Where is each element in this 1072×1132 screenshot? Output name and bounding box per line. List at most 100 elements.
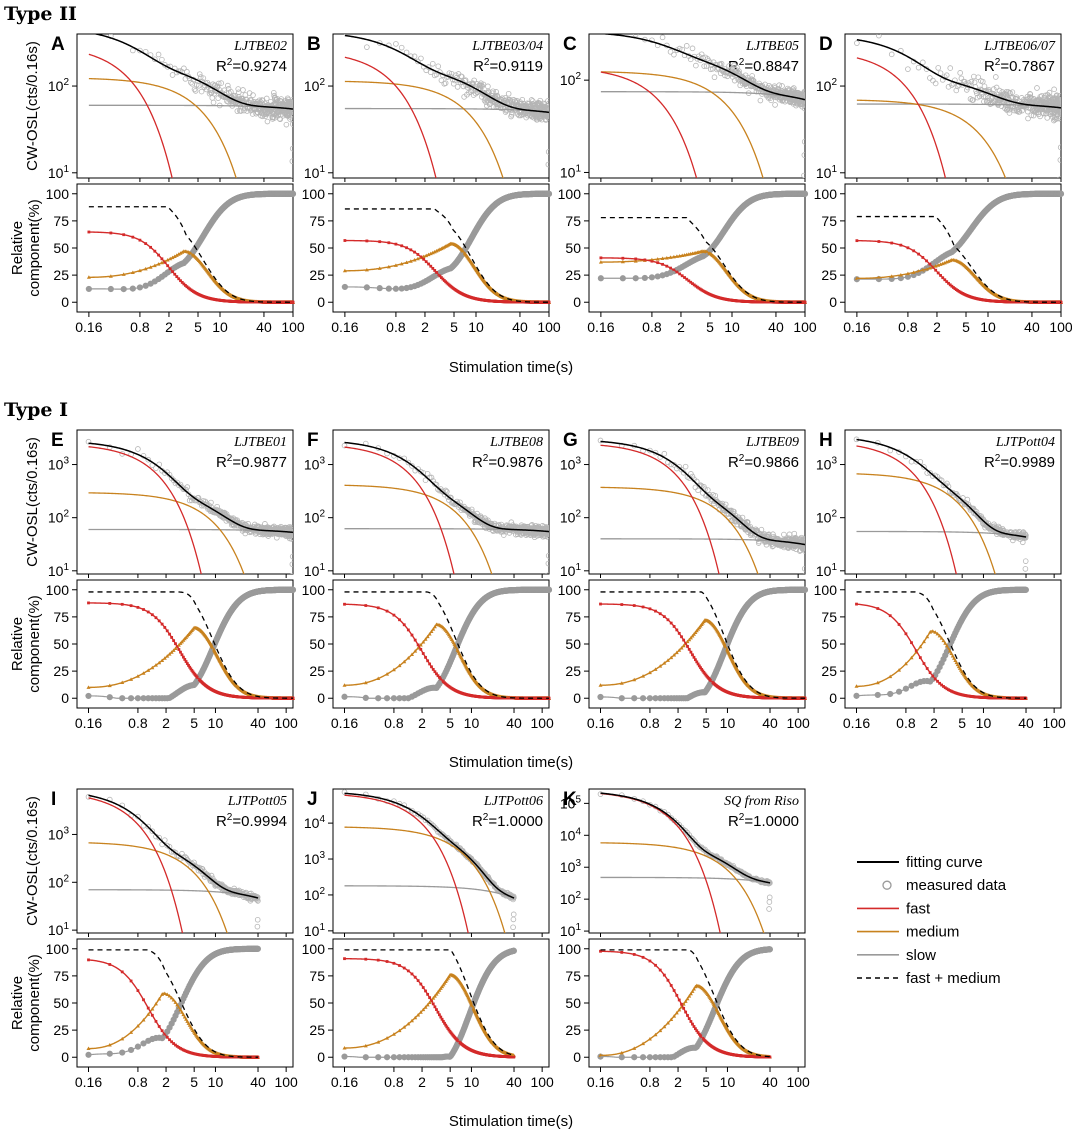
measured-data-point bbox=[888, 51, 895, 58]
bottom-y-tick-label: 50 bbox=[309, 240, 325, 256]
sample-name: LJTBE05 bbox=[745, 39, 799, 54]
measured-data-point bbox=[289, 121, 293, 127]
measured-data-point bbox=[238, 108, 244, 114]
measured-data-point bbox=[854, 40, 860, 46]
measured-data-point bbox=[779, 83, 785, 89]
measured-data-point bbox=[468, 87, 475, 94]
measured-data-point bbox=[155, 51, 162, 58]
panel-letter: B bbox=[307, 34, 321, 55]
top-plot-data bbox=[343, 34, 549, 178]
bottom-x-tick-label: 40 bbox=[768, 319, 784, 335]
measured-data-point bbox=[485, 83, 491, 90]
fast-fraction-line bbox=[600, 257, 805, 303]
measured-data-point bbox=[197, 74, 204, 80]
measured-data-point bbox=[213, 87, 219, 94]
measured-data-point bbox=[993, 74, 999, 80]
measured-data-point bbox=[411, 53, 418, 60]
sample-name: LJTBE02 bbox=[233, 39, 287, 54]
bottom-y-tick-label: 100 bbox=[302, 186, 326, 202]
measured-data-point bbox=[290, 177, 293, 178]
bottom-y-tick-label: 0 bbox=[317, 294, 325, 310]
measured-data-point bbox=[947, 65, 954, 71]
bottom-x-tick-label: 2 bbox=[933, 319, 941, 335]
top-y-tick-label: 102 bbox=[48, 77, 70, 94]
top-y-tick-label: 101 bbox=[560, 163, 582, 180]
bottom-x-tick-label: 2 bbox=[421, 319, 429, 335]
bottom-y-tick-label: 75 bbox=[821, 213, 837, 229]
slow-fraction-line bbox=[88, 193, 293, 290]
measured-data-point bbox=[290, 102, 293, 109]
measured-data-point bbox=[208, 89, 215, 96]
measured-data-point bbox=[121, 25, 126, 30]
measured-data-point bbox=[801, 172, 805, 178]
measured-data-point bbox=[198, 88, 205, 95]
measured-data-point bbox=[915, 64, 922, 71]
measured-data-point bbox=[693, 62, 699, 69]
measured-data-point bbox=[289, 99, 293, 105]
r2-value: R2=0.7867 bbox=[984, 57, 1055, 75]
measured-data-point bbox=[130, 47, 136, 54]
measured-data-point bbox=[505, 90, 512, 97]
measured-data-point bbox=[957, 70, 963, 76]
bottom-y-tick-label: 75 bbox=[309, 213, 325, 229]
sample-name: LJTBE03/04 bbox=[471, 39, 543, 54]
measured-data-point bbox=[427, 69, 434, 76]
measured-data-point bbox=[249, 106, 256, 113]
measured-data-point bbox=[415, 58, 421, 65]
measured-data-point bbox=[225, 82, 231, 89]
bottom-x-tick-label: 5 bbox=[706, 319, 714, 335]
medium-component-line bbox=[88, 77, 237, 178]
measured-data-point bbox=[343, 34, 347, 35]
measured-data-point bbox=[283, 121, 290, 128]
measured-data-point bbox=[459, 73, 465, 80]
measured-data-point bbox=[234, 108, 241, 114]
measured-data-point bbox=[757, 97, 764, 104]
bottom-x-tick-label: 100 bbox=[537, 319, 561, 335]
bottom-x-tick-label: 40 bbox=[1024, 319, 1040, 335]
measured-data-point bbox=[801, 152, 805, 158]
fast-fraction-markers bbox=[599, 256, 807, 304]
measured-data-point bbox=[659, 34, 666, 41]
bottom-plot-frame bbox=[76, 183, 294, 313]
bottom-x-tick-label: 5 bbox=[194, 319, 202, 335]
section-title-type-ii: Type II bbox=[4, 3, 77, 25]
measured-data-point bbox=[191, 86, 198, 93]
measured-data-point bbox=[169, 72, 176, 78]
measured-data-point bbox=[264, 118, 271, 125]
bottom-x-tick-label: 10 bbox=[212, 319, 228, 335]
bottom-x-tick-label: 100 bbox=[793, 319, 817, 335]
measured-data-point bbox=[971, 79, 978, 86]
bottom-plot-frame bbox=[588, 183, 806, 313]
bottom-y-tick-label: 0 bbox=[829, 294, 837, 310]
measured-data-point bbox=[184, 68, 190, 75]
bottom-x-tick-label: 5 bbox=[962, 319, 970, 335]
sample-name: LJTBE06/07 bbox=[983, 39, 1056, 54]
bottom-y-tick-label: 100 bbox=[558, 186, 582, 202]
measured-data-point bbox=[450, 80, 457, 87]
measured-data-point bbox=[289, 158, 293, 165]
measured-data-point bbox=[545, 161, 549, 168]
section-title-type-i: Type I bbox=[4, 399, 68, 421]
measured-data-point bbox=[398, 44, 405, 51]
measured-data-point bbox=[249, 111, 256, 117]
bottom-x-tick-label: 0.16 bbox=[587, 319, 614, 335]
measured-data-point bbox=[181, 65, 187, 72]
bottom-y-axis-label-line2: component(%) bbox=[26, 199, 43, 297]
bottom-x-tick-label: 5 bbox=[450, 319, 458, 335]
measured-data-point bbox=[289, 100, 293, 107]
measured-data-point bbox=[418, 55, 424, 62]
bottom-y-axis-label-line1: Relative bbox=[9, 221, 26, 275]
bottom-x-tick-label: 40 bbox=[256, 319, 272, 335]
bottom-x-tick-label: 0.8 bbox=[386, 319, 406, 335]
measured-data-point bbox=[256, 97, 263, 104]
measured-data-point bbox=[250, 92, 256, 98]
bottom-x-tick-label: 2 bbox=[677, 319, 685, 335]
r2-value: R2=0.9274 bbox=[216, 57, 287, 75]
top-y-axis-label: CW-OSL(cts/0.16s) bbox=[24, 41, 41, 171]
bottom-x-tick-label: 0.16 bbox=[75, 319, 102, 335]
bottom-x-tick-label: 10 bbox=[468, 319, 484, 335]
